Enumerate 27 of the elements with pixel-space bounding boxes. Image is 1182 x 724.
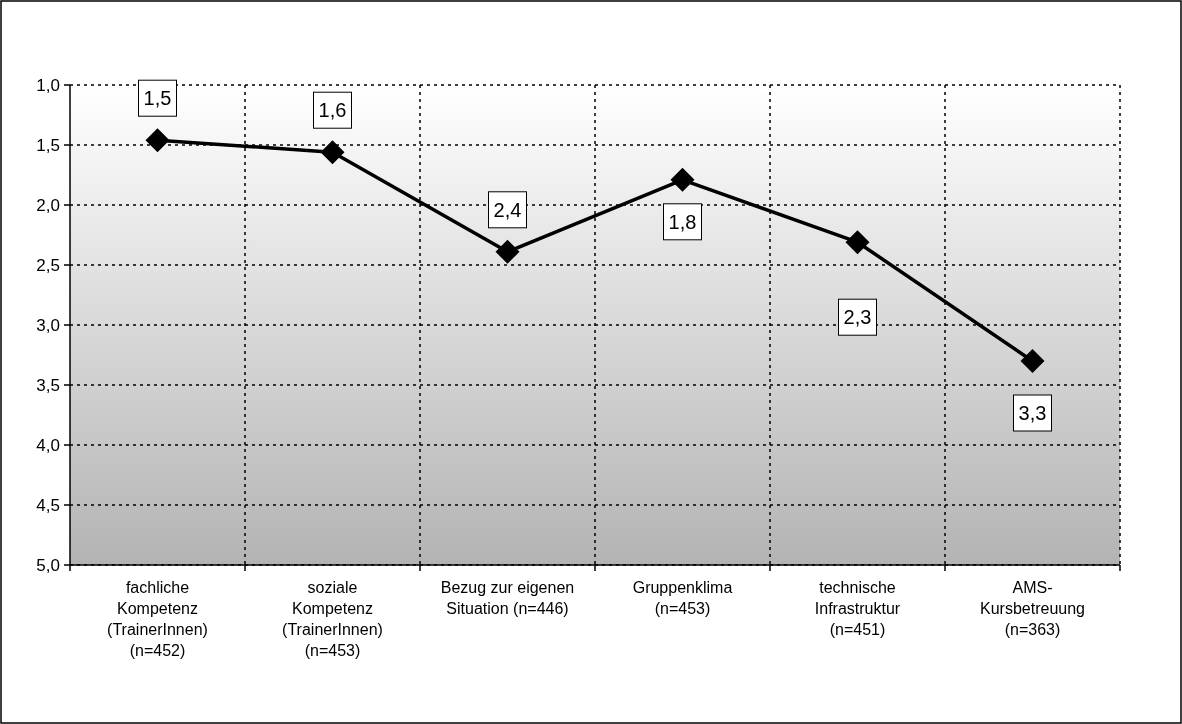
x-tick-label: Bezug zur eigenen Situation (n=446) (440, 579, 575, 617)
data-label: 1,6 (318, 99, 347, 122)
point (145, 128, 170, 153)
data-label: 3,3 (1018, 402, 1047, 424)
y-tick-label: 5,0 (36, 556, 60, 575)
y-tick-label: 2,5 (36, 256, 60, 275)
data-label: 2,4 (493, 198, 522, 221)
point (845, 230, 870, 255)
x-tick-label: technische Infrastruktur (n=451) (814, 579, 901, 638)
y-tick-label: 4,5 (36, 496, 60, 515)
data-label: 1,8 (668, 210, 697, 233)
y-tick-label: 3,0 (36, 316, 60, 335)
data-label: 2,3 (843, 306, 872, 329)
y-tick-label: 4,0 (36, 436, 60, 455)
x-tick-label: AMS- Kursbetreuung (n=363) (980, 579, 1085, 638)
point (320, 140, 345, 165)
x-tick-label: Gruppenklima (n=453) (632, 579, 733, 617)
data-label: 1,5 (143, 87, 172, 110)
x-tick-label: fachliche Kompetenz (TrainerInnen) (n=452) (107, 579, 208, 659)
point (670, 167, 695, 192)
point (495, 239, 520, 264)
x-tick-label: soziale Kompetenz (TrainerInnen) (n=453) (282, 579, 383, 659)
y-tick-label: 1,0 (36, 76, 60, 95)
y-tick-label: 2,0 (36, 196, 60, 215)
y-tick-label: 3,5 (36, 376, 60, 395)
point (1020, 349, 1045, 373)
y-tick-label: 1,5 (36, 136, 60, 155)
